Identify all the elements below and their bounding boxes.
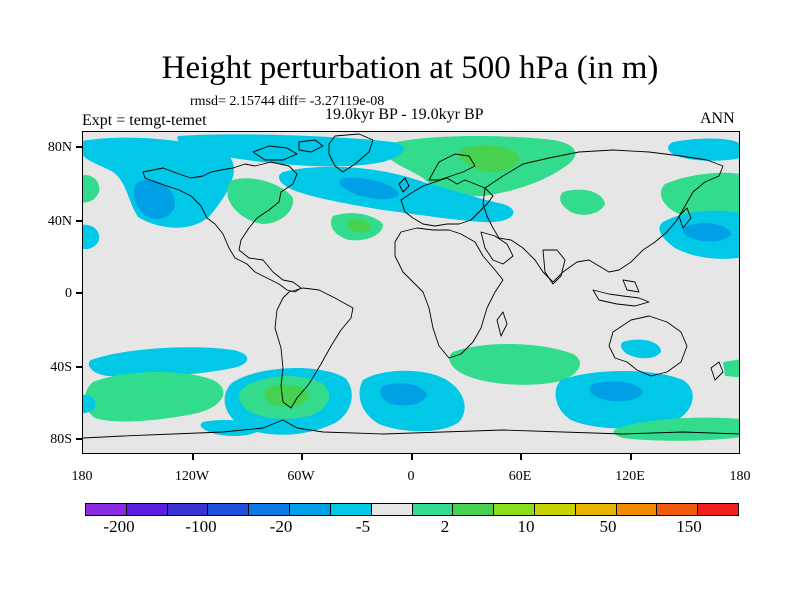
map-panel xyxy=(82,131,740,454)
contour-negative-east-edge xyxy=(733,226,739,248)
colorbar-swatch-11 xyxy=(534,504,576,515)
contour-positive-east-edge-s xyxy=(723,359,739,378)
season-label: ANN xyxy=(700,110,735,127)
colorbar-swatch-14 xyxy=(657,504,699,515)
map-title: Height perturbation at 500 hPa (in m) xyxy=(161,50,659,86)
colorbar-label-7: 50 xyxy=(599,517,617,536)
coast-australia xyxy=(608,315,688,377)
colorbar-swatch-1 xyxy=(126,504,168,515)
contour-positive-nw-pacific xyxy=(660,172,739,222)
colorbar-swatch-8 xyxy=(412,504,454,515)
coast-britain xyxy=(398,177,410,193)
coast-africa xyxy=(394,227,504,359)
colorbar-swatch-3 xyxy=(208,504,250,515)
period-label: 19.0kyr BP - 19.0kyr BP xyxy=(325,106,484,123)
contour-negative-nw-pacific-strip xyxy=(668,138,739,161)
coast-japan xyxy=(678,207,692,229)
lon-label-60e: 60E xyxy=(508,469,532,484)
colorbar-label-8: 150 xyxy=(676,517,702,536)
contour-positive-mid-atlantic-core xyxy=(347,219,371,233)
coast-scandinavia xyxy=(428,153,476,181)
colorbar-swatch-6 xyxy=(330,504,372,515)
colorbar-swatch-0 xyxy=(86,504,127,515)
lat-label-80s: 80S xyxy=(50,432,72,447)
contour-negative-w-pacific-core xyxy=(682,223,731,242)
coast-new-zealand xyxy=(710,361,724,381)
contour-positive-nw-atlantic xyxy=(227,178,294,224)
colorbar xyxy=(85,503,739,516)
lon-label-120w: 120W xyxy=(174,469,210,484)
lon-label-0: 0 xyxy=(407,469,415,484)
coast-arctic-islands xyxy=(252,139,324,161)
contour-positive-arctic-core xyxy=(458,145,520,173)
tick-60e xyxy=(520,454,522,460)
tick-120e xyxy=(630,454,632,460)
colorbar-swatch-2 xyxy=(167,504,209,515)
contour-positive-south-america-core xyxy=(264,384,309,407)
tick-40s xyxy=(76,366,82,368)
lon-label-120e: 120E xyxy=(615,469,645,484)
coast-india xyxy=(542,249,566,285)
colorbar-label-2: -100 xyxy=(185,517,217,536)
colorbar-swatch-7 xyxy=(371,504,413,515)
tick-80n xyxy=(76,146,82,148)
colorbar-swatch-5 xyxy=(290,504,331,515)
contour-negative-south-west xyxy=(83,394,96,414)
lat-label-40n: 40N xyxy=(47,214,72,229)
lat-label-40s: 40S xyxy=(50,360,72,375)
contour-negative-s-atlantic-core xyxy=(380,383,427,406)
tick-120w xyxy=(192,454,194,460)
tick-60w xyxy=(301,454,303,460)
colorbar-swatch-12 xyxy=(575,504,617,515)
coast-madagascar xyxy=(496,311,508,337)
stats-text: rmsd= 2.15744 diff= -3.27119e-08 xyxy=(190,94,385,109)
coast-europe xyxy=(400,177,494,227)
colorbar-label-4: -5 xyxy=(355,517,371,536)
colorbar-swatch-15 xyxy=(698,504,738,515)
colorbar-label-1: -200 xyxy=(103,517,135,536)
contour-positive-central-asia xyxy=(560,189,605,215)
coast-arabia xyxy=(480,231,514,265)
colorbar-label-6: 10 xyxy=(517,517,535,536)
lat-label-80n: 80N xyxy=(47,140,72,155)
lat-label-0: 0 xyxy=(65,286,72,301)
contour-negative-npacific-core xyxy=(133,179,175,219)
tick-0 xyxy=(76,292,82,294)
colorbar-swatch-13 xyxy=(616,504,658,515)
coast-antarctica xyxy=(83,419,739,439)
colorbar-swatch-10 xyxy=(494,504,535,515)
contour-positive-south-pacific xyxy=(84,371,224,422)
coast-greenland xyxy=(328,133,374,173)
tick-40n xyxy=(76,220,82,222)
colorbar-swatch-4 xyxy=(249,504,291,515)
lon-label-60w: 60W xyxy=(287,469,315,484)
coastlines xyxy=(83,133,739,439)
colorbar-label-5: 2 xyxy=(440,517,450,536)
coast-asia xyxy=(482,149,724,283)
contour-negative-south-pacific xyxy=(88,347,248,377)
tick-0e xyxy=(411,454,413,460)
lon-label-180e: 180 xyxy=(729,469,751,484)
contour-positive-s-indian xyxy=(449,343,580,385)
colorbar-swatch-9 xyxy=(453,504,495,515)
contour-negative-west-edge xyxy=(83,224,100,249)
coast-south-america xyxy=(274,287,354,409)
coast-indonesia xyxy=(592,279,650,307)
contour-positive-s-pacific-east xyxy=(613,417,739,441)
contour-negative-tasman xyxy=(620,339,661,359)
experiment-label: Expt = temgt-temet xyxy=(82,112,207,129)
lon-label-180w: 180 xyxy=(71,469,93,484)
contour-positive-west-edge xyxy=(83,175,100,203)
colorbar-label-3: -20 xyxy=(269,517,293,536)
tick-80s xyxy=(76,438,82,440)
contour-negative-s-indian-core xyxy=(589,381,643,402)
coast-north-america xyxy=(142,161,302,293)
contour-negative-atlantic-core xyxy=(339,177,399,200)
map-plot xyxy=(83,132,739,453)
